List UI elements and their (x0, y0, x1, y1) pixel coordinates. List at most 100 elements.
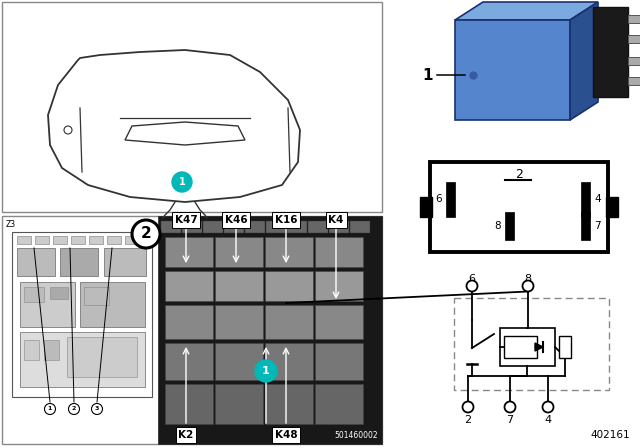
FancyBboxPatch shape (50, 287, 68, 299)
FancyBboxPatch shape (17, 236, 31, 244)
FancyBboxPatch shape (165, 343, 213, 380)
FancyBboxPatch shape (628, 57, 640, 65)
Text: K16: K16 (275, 215, 297, 225)
FancyBboxPatch shape (265, 343, 313, 380)
FancyBboxPatch shape (165, 305, 213, 339)
FancyBboxPatch shape (224, 221, 244, 233)
FancyBboxPatch shape (315, 343, 363, 380)
FancyBboxPatch shape (17, 248, 55, 276)
FancyBboxPatch shape (315, 237, 363, 267)
FancyBboxPatch shape (165, 237, 213, 267)
Text: K46: K46 (225, 215, 247, 225)
Text: K47: K47 (175, 215, 197, 225)
FancyBboxPatch shape (559, 336, 571, 358)
Text: 4: 4 (594, 194, 600, 204)
FancyBboxPatch shape (20, 282, 75, 327)
FancyBboxPatch shape (593, 7, 628, 97)
Circle shape (504, 401, 515, 413)
FancyBboxPatch shape (107, 236, 121, 244)
FancyBboxPatch shape (628, 35, 640, 43)
FancyBboxPatch shape (245, 221, 265, 233)
FancyBboxPatch shape (125, 236, 139, 244)
Text: 6: 6 (468, 274, 476, 284)
FancyBboxPatch shape (315, 384, 363, 424)
FancyBboxPatch shape (454, 298, 609, 390)
Circle shape (132, 220, 160, 248)
Text: K4: K4 (328, 215, 344, 225)
Text: 7: 7 (594, 221, 600, 231)
FancyBboxPatch shape (60, 248, 98, 276)
Text: 3: 3 (95, 406, 99, 412)
FancyBboxPatch shape (182, 221, 202, 233)
Text: K48: K48 (275, 430, 298, 440)
FancyBboxPatch shape (265, 271, 313, 301)
FancyBboxPatch shape (265, 237, 313, 267)
FancyBboxPatch shape (215, 271, 263, 301)
Text: 4: 4 (545, 415, 552, 425)
FancyBboxPatch shape (67, 337, 137, 377)
FancyBboxPatch shape (265, 384, 313, 424)
FancyBboxPatch shape (165, 271, 213, 301)
Text: 8: 8 (524, 274, 532, 284)
Circle shape (92, 404, 102, 414)
FancyBboxPatch shape (628, 77, 640, 85)
Text: 2: 2 (465, 415, 472, 425)
FancyBboxPatch shape (158, 216, 382, 444)
Text: 2: 2 (72, 406, 76, 412)
FancyBboxPatch shape (215, 343, 263, 380)
FancyBboxPatch shape (420, 197, 432, 217)
FancyBboxPatch shape (581, 212, 590, 240)
Circle shape (45, 404, 56, 414)
FancyBboxPatch shape (53, 236, 67, 244)
Circle shape (467, 280, 477, 292)
FancyBboxPatch shape (446, 182, 455, 217)
FancyBboxPatch shape (44, 340, 59, 360)
FancyBboxPatch shape (265, 305, 313, 339)
Polygon shape (455, 2, 598, 20)
Text: 1: 1 (48, 406, 52, 412)
Text: 7: 7 (506, 415, 513, 425)
FancyBboxPatch shape (266, 221, 286, 233)
Circle shape (522, 280, 534, 292)
FancyBboxPatch shape (504, 336, 537, 358)
FancyBboxPatch shape (606, 197, 618, 217)
FancyBboxPatch shape (12, 232, 152, 397)
Text: 6: 6 (435, 194, 442, 204)
FancyBboxPatch shape (287, 221, 307, 233)
Polygon shape (125, 122, 245, 145)
Text: 402161: 402161 (590, 430, 630, 440)
Circle shape (64, 126, 72, 134)
FancyBboxPatch shape (2, 216, 382, 444)
FancyBboxPatch shape (71, 236, 85, 244)
FancyBboxPatch shape (104, 248, 146, 276)
FancyBboxPatch shape (203, 221, 223, 233)
Text: K2: K2 (179, 430, 194, 440)
Circle shape (255, 360, 277, 382)
FancyBboxPatch shape (84, 287, 109, 305)
FancyBboxPatch shape (581, 182, 590, 217)
Text: 1: 1 (262, 366, 270, 376)
FancyBboxPatch shape (215, 384, 263, 424)
FancyBboxPatch shape (215, 237, 263, 267)
Polygon shape (48, 50, 300, 202)
Text: 8: 8 (494, 221, 501, 231)
FancyBboxPatch shape (329, 221, 349, 233)
FancyBboxPatch shape (165, 384, 213, 424)
FancyBboxPatch shape (315, 271, 363, 301)
FancyBboxPatch shape (350, 221, 370, 233)
FancyBboxPatch shape (2, 2, 382, 212)
FancyBboxPatch shape (455, 20, 570, 120)
Text: 1: 1 (422, 68, 433, 82)
FancyBboxPatch shape (430, 162, 608, 252)
FancyBboxPatch shape (80, 282, 145, 327)
FancyBboxPatch shape (500, 328, 555, 366)
FancyBboxPatch shape (215, 305, 263, 339)
FancyBboxPatch shape (20, 332, 145, 387)
Text: 501460002: 501460002 (334, 431, 378, 440)
FancyBboxPatch shape (315, 305, 363, 339)
FancyBboxPatch shape (628, 15, 640, 23)
FancyBboxPatch shape (24, 340, 39, 360)
Circle shape (172, 172, 192, 192)
Text: 2: 2 (141, 227, 152, 241)
Circle shape (463, 401, 474, 413)
